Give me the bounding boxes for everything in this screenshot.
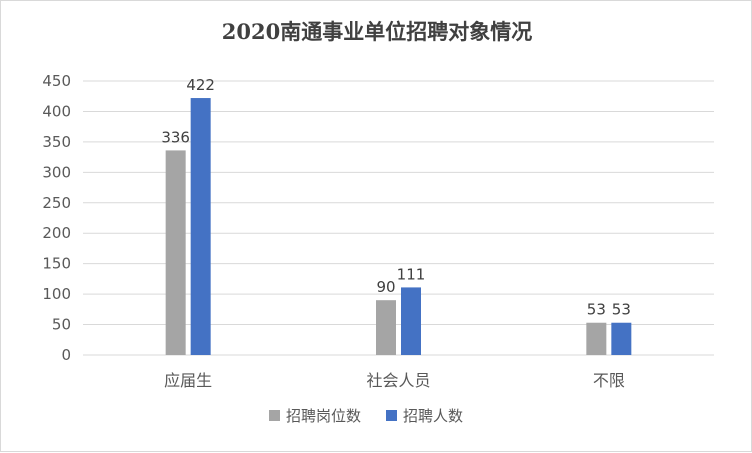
data-label: 111 [397,265,426,283]
legend-swatch [269,410,280,421]
y-tick-label: 450 [42,72,71,90]
legend: 招聘岗位数 招聘人数 [269,407,463,425]
data-label: 336 [161,128,190,146]
legend-label: 招聘人数 [403,407,463,425]
gridlines [83,80,714,356]
y-tick-label: 50 [52,316,71,334]
y-tick-label: 200 [42,224,71,242]
data-label: 53 [612,301,631,319]
bar [376,300,396,355]
chart-title: 2020南通事业单位招聘对象情况 [222,19,532,44]
bars [165,98,632,355]
bar [165,150,186,355]
y-tick-label: 400 [42,102,71,120]
x-axis-category-labels: 应届生 社会人员 不限 [164,371,625,390]
data-label: 422 [186,76,215,94]
y-tick-label: 0 [61,346,71,364]
y-tick-label: 350 [42,133,71,151]
y-axis-tick-labels: 0 50 100 150 200 250 300 350 400 450 [42,72,71,364]
bar [190,98,211,355]
x-category-label: 应届生 [164,371,212,390]
x-category-label: 社会人员 [366,371,430,390]
y-tick-label: 150 [42,255,71,273]
bar [586,322,607,355]
data-label: 53 [587,301,606,319]
legend-swatch [386,410,397,421]
bar [401,287,421,355]
y-tick-label: 100 [42,285,71,303]
data-label: 90 [376,278,395,296]
x-category-label: 不限 [593,371,625,390]
bar [611,322,632,355]
y-tick-label: 300 [42,163,71,181]
y-tick-label: 250 [42,194,71,212]
legend-label: 招聘岗位数 [286,407,361,425]
